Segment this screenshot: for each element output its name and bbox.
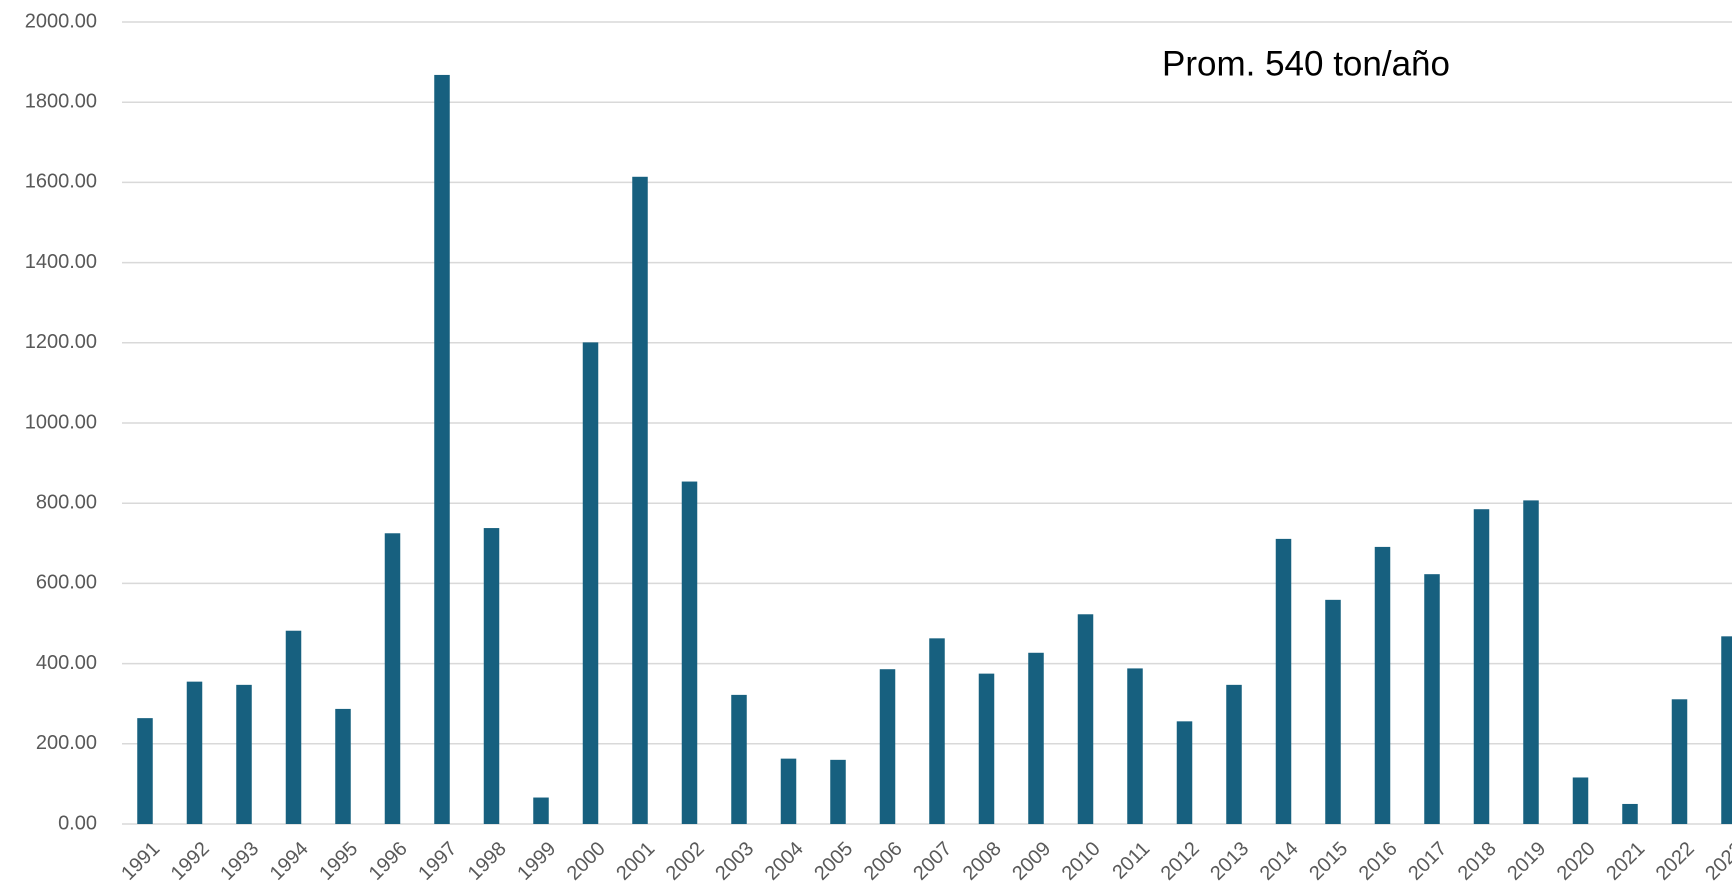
- bar: [1572, 777, 1589, 824]
- x-tick-label: 2015: [1305, 838, 1352, 885]
- bar: [879, 669, 896, 824]
- bar: [582, 342, 599, 824]
- bar: [137, 718, 153, 824]
- bar: [236, 684, 252, 824]
- bar: [1077, 614, 1094, 824]
- x-tick-label: 2004: [761, 838, 808, 885]
- bar: [929, 638, 945, 824]
- bar: [1127, 668, 1143, 824]
- x-tick-label: 2010: [1058, 838, 1105, 885]
- bar: [830, 759, 846, 824]
- x-tick-label: 2000: [563, 838, 610, 885]
- x-tick-label: 1993: [216, 838, 263, 885]
- x-tick-label: 2013: [1206, 838, 1253, 885]
- x-tick-label: 2008: [959, 838, 1006, 885]
- bar: [1424, 574, 1440, 824]
- y-tick-label: 800.00: [36, 491, 97, 513]
- annotation: Prom. 540 ton/año: [1162, 44, 1450, 83]
- y-tick-label: 1200.00: [25, 331, 97, 353]
- x-tick-label: 1995: [315, 838, 362, 885]
- y-tick-label: 0.00: [58, 812, 97, 834]
- bar: [1622, 803, 1638, 824]
- x-tick-label: 2012: [1157, 838, 1204, 885]
- x-tick-label: 1998: [464, 838, 511, 885]
- x-tick-label: 2003: [711, 838, 758, 885]
- bar: [285, 630, 302, 824]
- bar: [335, 708, 351, 824]
- bar: [1523, 500, 1539, 824]
- bar: [632, 176, 648, 824]
- x-tick-label: 2016: [1355, 838, 1402, 885]
- y-tick-label: 200.00: [36, 732, 97, 754]
- x-tick-label: 2023: [1701, 838, 1732, 885]
- bar: [434, 74, 450, 824]
- x-tick-label: 2007: [909, 838, 956, 885]
- x-tick-label: 1997: [414, 838, 461, 885]
- x-tick-label: 2005: [810, 838, 857, 885]
- bar: [186, 681, 203, 824]
- x-tick-label: 2017: [1404, 838, 1451, 885]
- y-tick-label: 2000.00: [25, 10, 97, 32]
- x-tick-label: 2001: [612, 838, 659, 885]
- bar: [1028, 652, 1044, 824]
- bar: [1671, 699, 1688, 824]
- bar: [780, 758, 797, 824]
- x-tick-label: 2006: [860, 838, 907, 885]
- x-tick-label: 2019: [1503, 838, 1550, 885]
- x-tick-label: 1991: [117, 838, 164, 885]
- bar: [1325, 599, 1341, 824]
- bar: [1374, 546, 1391, 824]
- bar: [1721, 636, 1732, 824]
- bar: [978, 673, 995, 824]
- bar: [731, 694, 747, 824]
- x-tick-label: 2014: [1256, 838, 1303, 885]
- bar: [1226, 684, 1242, 824]
- x-tick-label: 1999: [513, 838, 560, 885]
- x-tick-label: 2018: [1454, 838, 1501, 885]
- x-tick-label: 2002: [662, 838, 709, 885]
- y-tick-label: 1000.00: [25, 411, 97, 433]
- x-tick-label: 2020: [1553, 838, 1600, 885]
- y-tick-label: 1400.00: [25, 251, 97, 273]
- bar: [681, 481, 698, 824]
- bar: [1176, 721, 1193, 824]
- x-tick-label: 1996: [365, 838, 412, 885]
- y-tick-label: 1600.00: [25, 171, 97, 193]
- y-tick-label: 400.00: [36, 652, 97, 674]
- x-tick-label: 2022: [1652, 838, 1699, 885]
- y-tick-label: 1800.00: [25, 90, 97, 112]
- bar: [384, 533, 401, 824]
- x-tick-label: 1994: [266, 838, 313, 885]
- bar: [483, 528, 500, 824]
- bar: [1473, 509, 1490, 824]
- bar: [1275, 538, 1292, 824]
- y-tick-label: 600.00: [36, 572, 97, 594]
- x-tick-label: 1992: [167, 838, 214, 885]
- x-tick-label: 2021: [1602, 838, 1649, 885]
- x-tick-label: 2009: [1008, 838, 1055, 885]
- x-tick-label: 2011: [1108, 838, 1154, 884]
- bar: [533, 797, 549, 824]
